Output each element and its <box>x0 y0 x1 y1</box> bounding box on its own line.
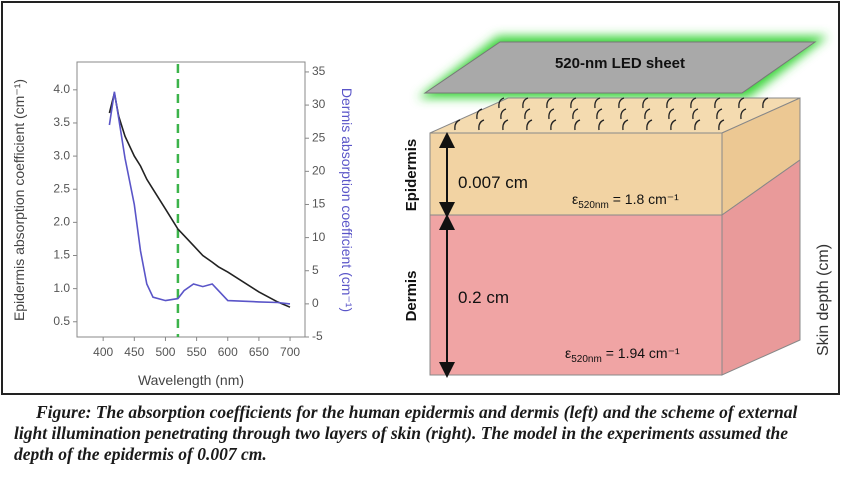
y-tick-label: 4.0 <box>53 82 70 96</box>
y-tick-label: 0.5 <box>53 314 70 328</box>
series-line <box>109 92 290 304</box>
y-tick-label: 1.5 <box>53 248 70 262</box>
y-tick-label: 3.5 <box>53 115 70 129</box>
y2-tick-label: 0 <box>312 296 319 310</box>
skin-depth-label: Skin depth (cm) <box>815 244 832 356</box>
y2-tick-label: 35 <box>312 64 326 78</box>
figure: Epidermis absorption coefficient (cm⁻¹) … <box>0 0 843 400</box>
x-tick-label: 550 <box>187 345 207 359</box>
page: {"chart_data": {"type": "line", "x": [41… <box>0 0 843 492</box>
led-label: 520-nm LED sheet <box>555 55 685 72</box>
dermis-label: Dermis <box>403 271 420 322</box>
x-tick-label: 500 <box>155 345 175 359</box>
x-tick-label: 400 <box>93 345 113 359</box>
y2-tick-label: 15 <box>312 197 326 211</box>
x-axis-title: Wavelength (nm) <box>138 372 244 388</box>
epidermis-depth: 0.007 cm <box>458 173 528 192</box>
caption: Figure: The absorption coefficients for … <box>14 402 829 465</box>
y2-tick-label: -5 <box>312 329 323 343</box>
y-tick-label: 2.5 <box>53 181 70 195</box>
skin-diagram: 520-nm LED sheet Epidermis Dermis 0.007 … <box>403 36 832 375</box>
y2-tick-label: 5 <box>312 263 319 277</box>
y-tick-label: 1.0 <box>53 281 70 295</box>
y-tick-label: 3.0 <box>53 148 70 162</box>
y2-tick-label: 10 <box>312 230 326 244</box>
y2-axis-title: Dermis absorption coefficient (cm⁻¹) <box>339 88 355 312</box>
y-tick-label: 2.0 <box>53 215 70 229</box>
subscript: 520nm <box>578 200 609 211</box>
chart: Epidermis absorption coefficient (cm⁻¹) … <box>11 62 355 388</box>
y2-tick-label: 25 <box>312 130 326 144</box>
x-tick-label: 700 <box>280 345 300 359</box>
y2-tick-label: 30 <box>312 97 326 111</box>
x-tick-label: 450 <box>124 345 144 359</box>
coefficient-value: = 1.8 cm⁻¹ <box>609 191 679 207</box>
subscript: 520nm <box>571 354 602 365</box>
x-tick-label: 600 <box>218 345 238 359</box>
epidermis-label: Epidermis <box>403 139 420 212</box>
y2-tick-label: 20 <box>312 164 326 178</box>
series-line <box>109 93 290 307</box>
y-axis-title: Epidermis absorption coefficient (cm⁻¹) <box>11 79 27 321</box>
coefficient-value: = 1.94 cm⁻¹ <box>602 345 680 361</box>
dermis-depth: 0.2 cm <box>458 288 509 307</box>
x-tick-label: 650 <box>249 345 269 359</box>
